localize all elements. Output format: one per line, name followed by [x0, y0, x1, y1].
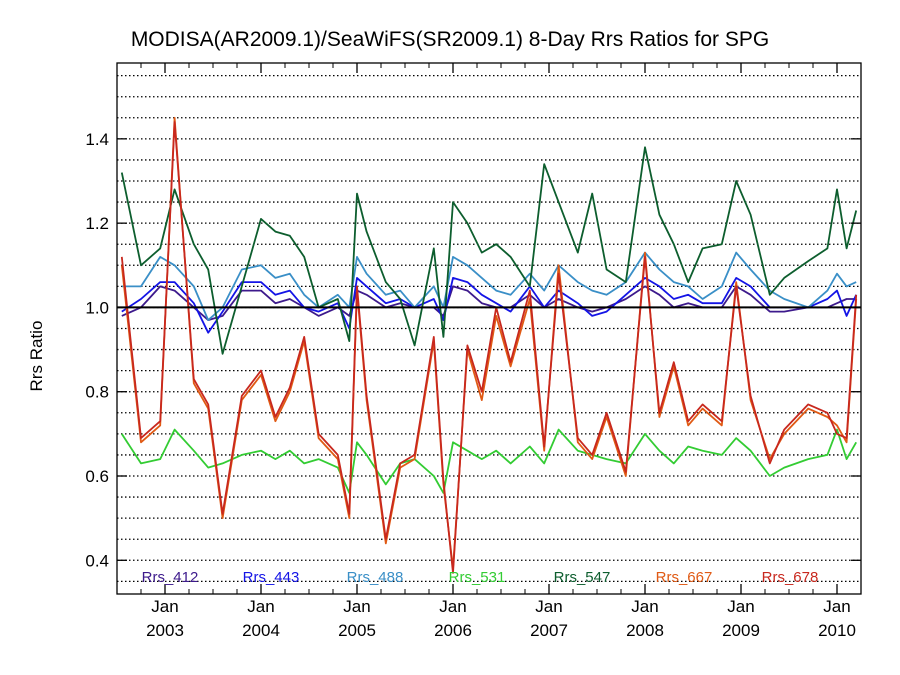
- y-tick-label: 0.6: [85, 467, 109, 486]
- legend-entry-rrs-531: Rrs_531: [449, 569, 506, 586]
- chart-title: MODISA(AR2009.1)/SeaWiFS(SR2009.1) 8-Day…: [130, 28, 770, 51]
- x-tick-label-year: 2008: [626, 621, 664, 640]
- y-tick-label: 1.2: [85, 214, 109, 233]
- legend-entry-rrs-678: Rrs_678: [762, 569, 819, 586]
- series-line-rrs-488: [121, 251, 857, 322]
- x-tick-label-month: Jan: [631, 597, 658, 616]
- x-tick-label-year: 2009: [722, 621, 760, 640]
- series-line-rrs-531: [121, 428, 857, 494]
- x-tick-label-month: Jan: [535, 597, 562, 616]
- legend-entry-rrs-547: Rrs_547: [554, 569, 611, 586]
- x-tick-label-month: Jan: [727, 597, 754, 616]
- series-line-rrs-678: [120, 121, 858, 574]
- series-line-rrs-443: [121, 276, 858, 334]
- x-tick-label-month: Jan: [247, 597, 274, 616]
- x-tick-label-month: Jan: [151, 597, 178, 616]
- x-tick-label-year: 2003: [146, 621, 184, 640]
- legend-entry-rrs-488: Rrs_488: [347, 569, 404, 586]
- x-tick-label-month: Jan: [823, 597, 850, 616]
- series-line-rrs-667: [120, 116, 858, 570]
- x-tick-label-year: 2007: [530, 621, 568, 640]
- series-line-rrs-547: [120, 146, 858, 355]
- x-tick-label-month: Jan: [439, 597, 466, 616]
- series-line-rrs-412: [121, 285, 857, 322]
- legend-entry-rrs-412: Rrs_412: [142, 569, 199, 586]
- plot-frame: [116, 62, 862, 595]
- x-tick-label-year: 2005: [338, 621, 376, 640]
- x-tick-label-year: 2006: [434, 621, 472, 640]
- y-tick-label: 0.4: [85, 551, 109, 570]
- x-tick-label-year: 2010: [818, 621, 856, 640]
- legend-entry-rrs-443: Rrs_443: [243, 569, 300, 586]
- y-tick-label: 1.4: [85, 130, 109, 149]
- x-tick-label-year: 2004: [242, 621, 280, 640]
- y-tick-label: 0.8: [85, 383, 109, 402]
- x-tick-label-month: Jan: [343, 597, 370, 616]
- legend-entry-rrs-667: Rrs_667: [656, 569, 713, 586]
- y-tick-label: 1.0: [85, 298, 109, 317]
